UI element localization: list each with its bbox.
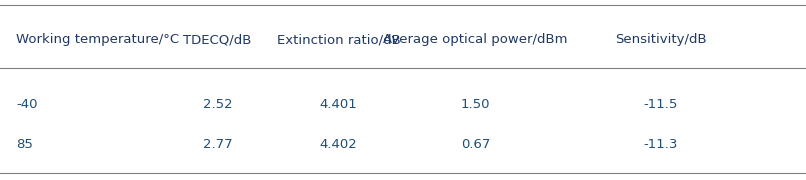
- Text: -11.5: -11.5: [644, 98, 678, 111]
- Text: 2.52: 2.52: [203, 98, 232, 111]
- Text: 4.402: 4.402: [320, 138, 357, 150]
- Text: -40: -40: [16, 98, 38, 111]
- Text: Sensitivity/dB: Sensitivity/dB: [615, 33, 707, 46]
- Text: Working temperature/°C: Working temperature/°C: [16, 33, 179, 46]
- Text: 1.50: 1.50: [461, 98, 490, 111]
- Text: 2.77: 2.77: [203, 138, 232, 150]
- Text: TDECQ/dB: TDECQ/dB: [184, 33, 251, 46]
- Text: Extinction ratio/dB: Extinction ratio/dB: [276, 33, 401, 46]
- Text: -11.3: -11.3: [644, 138, 678, 150]
- Text: 4.401: 4.401: [320, 98, 357, 111]
- Text: Average optical power/dBm: Average optical power/dBm: [384, 33, 567, 46]
- Text: 85: 85: [16, 138, 33, 150]
- Text: 0.67: 0.67: [461, 138, 490, 150]
